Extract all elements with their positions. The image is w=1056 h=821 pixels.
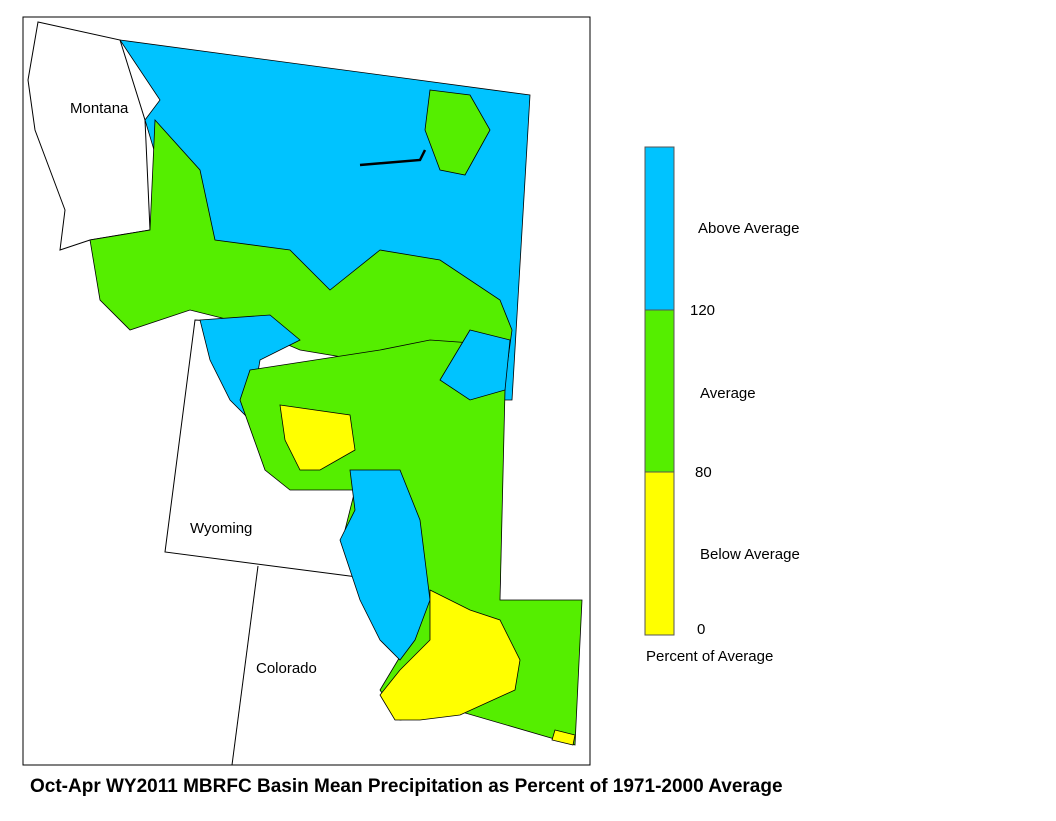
basin-region [339, 469, 431, 661]
state-label: Wyoming [190, 520, 252, 537]
state-label: Colorado [256, 660, 317, 677]
map-title: Oct-Apr WY2011 MBRFC Basin Mean Precipit… [30, 776, 783, 797]
legend-swatch [644, 146, 675, 311]
basins [89, 39, 583, 746]
legend-swatch [644, 309, 675, 473]
legend-label: Below Average [700, 546, 800, 563]
basin-region [424, 89, 491, 176]
legend-break: 120 [690, 302, 715, 319]
legend-swatch [644, 471, 675, 636]
colorado-border [231, 565, 259, 766]
legend-title: Percent of Average [646, 648, 773, 665]
montana-outline [27, 21, 151, 251]
legend: Above Average Average Below Average 120 … [644, 146, 800, 665]
basin-region [279, 404, 356, 471]
legend-break: 0 [697, 621, 705, 638]
basin-region [551, 729, 576, 746]
legend-label: Average [700, 385, 756, 402]
basin-region [379, 589, 521, 721]
state-label: Montana [70, 100, 129, 117]
basin-region [439, 329, 511, 401]
legend-break: 80 [695, 464, 712, 481]
legend-label: Above Average [698, 220, 799, 237]
